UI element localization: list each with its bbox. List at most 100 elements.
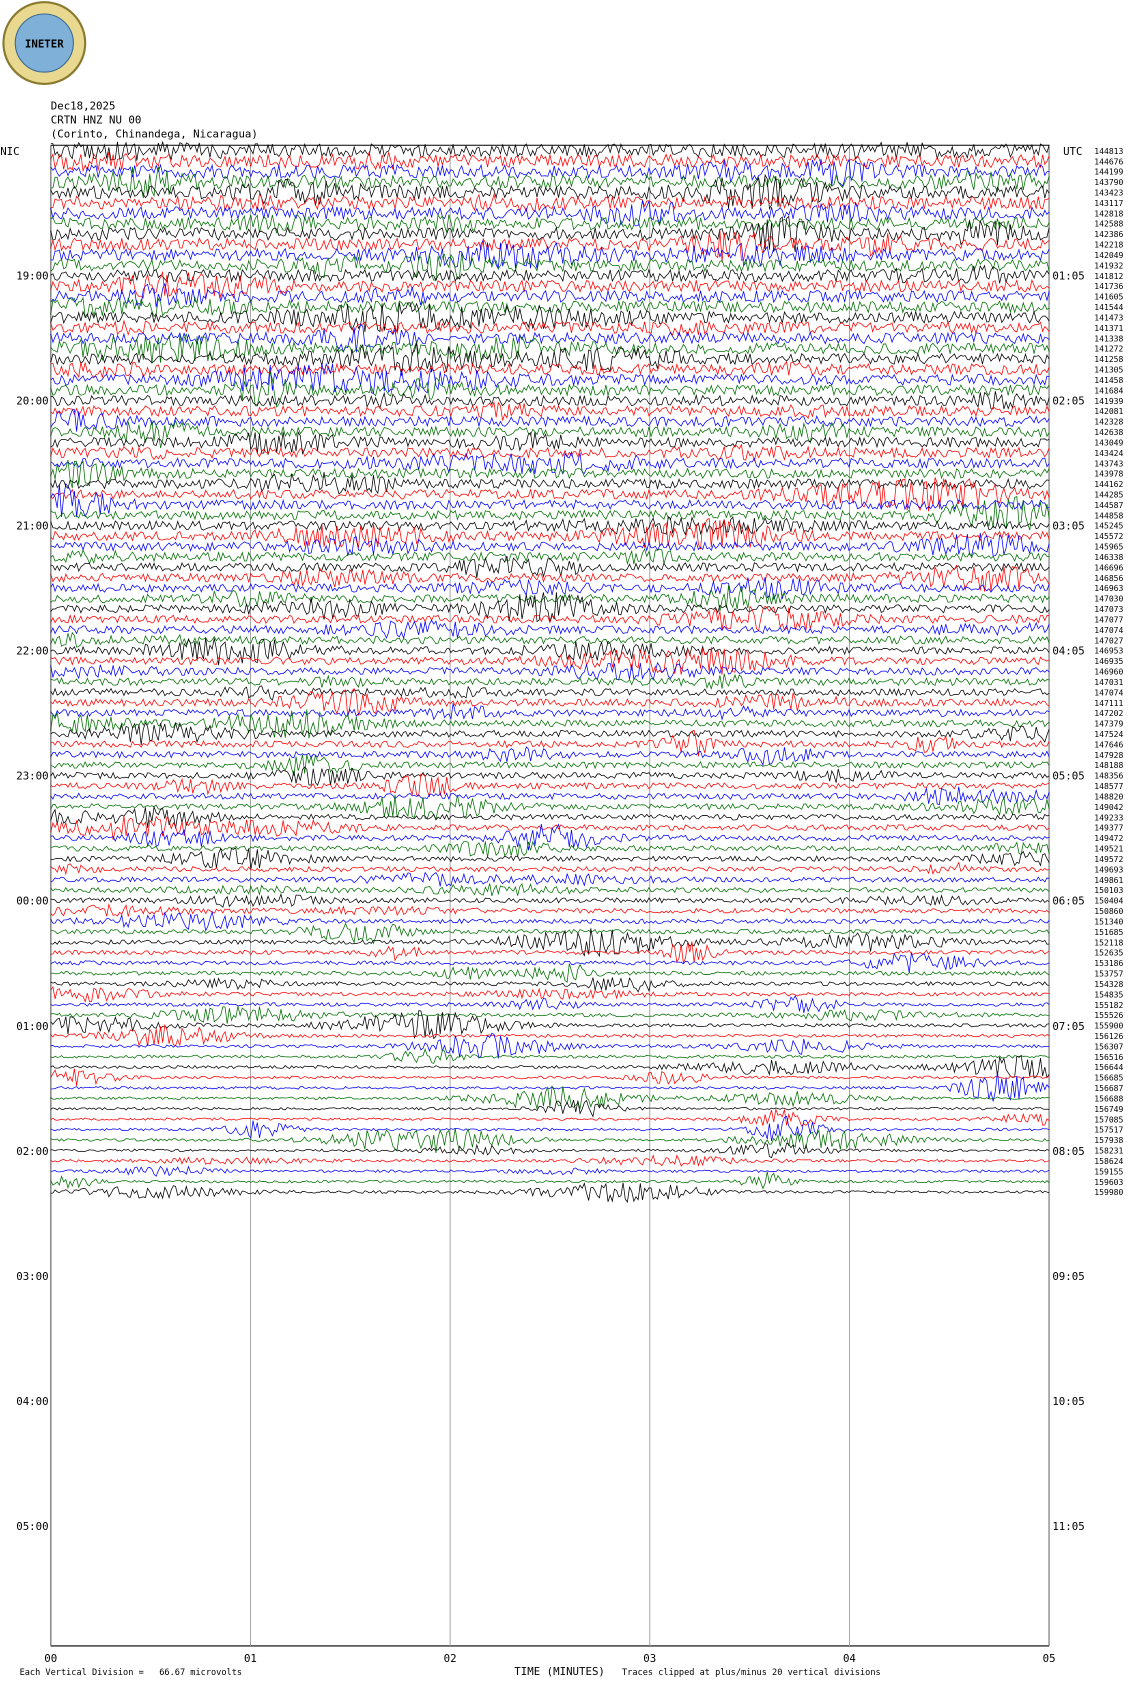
trace-level: 157517	[1094, 1126, 1123, 1135]
trace	[50, 840, 1050, 858]
trace-level: 145245	[1094, 522, 1123, 531]
trace-level: 148188	[1094, 761, 1123, 770]
trace-level: 147027	[1094, 636, 1123, 645]
right-time: 08:05	[1052, 1145, 1084, 1158]
trace	[50, 371, 1050, 408]
left-zone: NIC	[0, 145, 19, 158]
trace-level: 143978	[1094, 470, 1123, 479]
trace-level: 149472	[1094, 834, 1123, 843]
trace	[50, 1010, 1050, 1040]
trace	[50, 477, 1050, 512]
trace	[50, 928, 1050, 958]
trace-level: 141736	[1094, 282, 1123, 291]
trace	[50, 1154, 1050, 1167]
trace-level: 147646	[1094, 740, 1123, 749]
trace-level: 142818	[1094, 209, 1123, 218]
trace-level: 143743	[1094, 459, 1123, 468]
right-time: 09:05	[1052, 1270, 1084, 1283]
trace	[50, 459, 1050, 489]
trace-level: 144285	[1094, 490, 1123, 499]
trace	[50, 847, 1050, 870]
trace	[50, 688, 1050, 717]
trace	[50, 302, 1050, 334]
trace-level: 146338	[1094, 553, 1123, 562]
trace	[50, 985, 1050, 1003]
trace	[50, 296, 1050, 319]
trace-level: 147928	[1094, 751, 1123, 760]
left-time: 04:00	[16, 1395, 48, 1408]
trace	[50, 585, 1050, 612]
trace	[50, 1107, 1050, 1127]
trace-level: 148356	[1094, 772, 1123, 781]
trace	[50, 214, 1050, 234]
date: Dec18,2025	[51, 100, 116, 113]
trace	[50, 592, 1050, 623]
right-zone: UTC	[1063, 145, 1082, 158]
trace-level: 144162	[1094, 480, 1123, 489]
trace	[50, 472, 1050, 495]
trace	[50, 805, 1050, 829]
trace	[50, 766, 1050, 786]
trace	[50, 319, 1050, 337]
trace	[50, 786, 1050, 806]
trace	[50, 409, 1050, 432]
trace-level: 141812	[1094, 272, 1123, 281]
trace-level: 154328	[1094, 980, 1123, 989]
trace-level: 156126	[1094, 1032, 1123, 1041]
trace	[50, 419, 1050, 448]
trace-level: 152635	[1094, 949, 1123, 958]
x-tick-label: 02	[444, 1652, 457, 1665]
trace	[50, 431, 1050, 455]
trace-level: 147077	[1094, 615, 1123, 624]
trace-level: 156307	[1094, 1042, 1123, 1051]
trace-level: 141305	[1094, 366, 1123, 375]
trace-level: 159155	[1094, 1167, 1123, 1176]
trace	[50, 871, 1050, 887]
trace	[50, 496, 1050, 531]
trace	[50, 401, 1050, 421]
right-time: 02:05	[1052, 395, 1084, 408]
trace-level: 143117	[1094, 199, 1123, 208]
trace	[50, 547, 1050, 566]
trace	[50, 443, 1050, 462]
trace-level: 146953	[1094, 647, 1123, 656]
trace-level: 148577	[1094, 782, 1123, 791]
right-time: 03:05	[1052, 520, 1084, 533]
trace-level: 149572	[1094, 855, 1123, 864]
trace	[50, 230, 1050, 263]
trace-level: 142218	[1094, 241, 1123, 250]
trace-level: 146960	[1094, 668, 1123, 677]
trace	[50, 173, 1050, 211]
trace	[50, 1127, 1050, 1153]
trace-level: 141371	[1094, 324, 1123, 333]
trace	[50, 1023, 1050, 1047]
trace-level: 143423	[1094, 188, 1123, 197]
x-tick-label: 04	[843, 1652, 856, 1665]
trace	[50, 1142, 1050, 1159]
trace	[50, 883, 1050, 897]
trace	[50, 252, 1050, 281]
trace	[50, 892, 1050, 908]
trace-level: 146963	[1094, 584, 1123, 593]
trace	[50, 1165, 1050, 1177]
scale-note: Each Vertical Division = 66.67 microvolt…	[20, 1668, 242, 1678]
trace-level: 151685	[1094, 928, 1123, 937]
trace	[50, 555, 1050, 578]
left-time: 21:00	[16, 520, 48, 533]
trace-level: 141544	[1094, 303, 1123, 312]
x-tick-label: 01	[244, 1652, 257, 1665]
trace-level: 141458	[1094, 376, 1123, 385]
trace-level: 156688	[1094, 1094, 1123, 1103]
right-time: 05:05	[1052, 770, 1084, 783]
trace-level: 144199	[1094, 168, 1123, 177]
trace-level: 147074	[1094, 626, 1123, 635]
left-time: 01:00	[16, 1020, 48, 1033]
trace-level: 159603	[1094, 1178, 1123, 1187]
trace-level: 143790	[1094, 178, 1123, 187]
trace	[50, 1115, 1050, 1142]
trace	[50, 199, 1050, 227]
trace-level: 152118	[1094, 938, 1123, 947]
trace	[50, 721, 1050, 746]
trace	[50, 158, 1050, 187]
trace	[50, 703, 1050, 721]
